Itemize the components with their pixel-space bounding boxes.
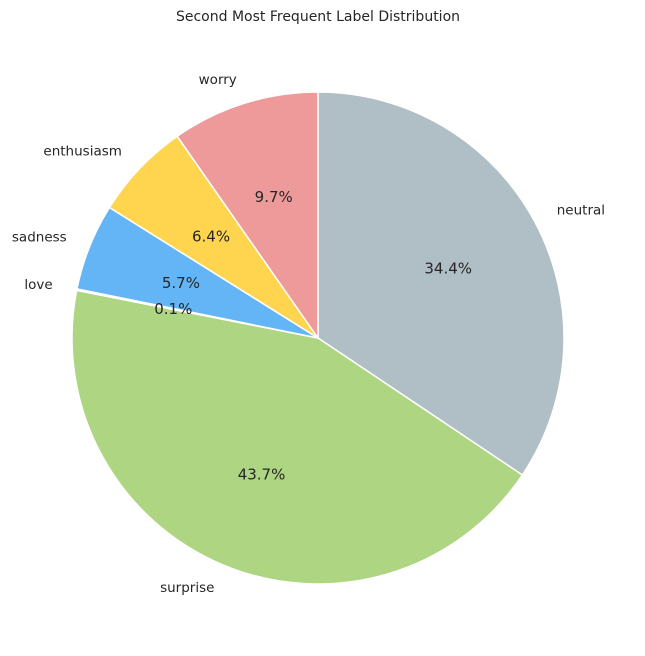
- slice-label-neutral: neutral: [557, 203, 605, 219]
- pie-slice-surprise: [71, 289, 524, 585]
- slice-label-enthusiasm: enthusiasm: [43, 144, 122, 160]
- pct-label-surprise: 43.7%: [238, 465, 286, 483]
- slice-label-worry: worry: [199, 72, 237, 88]
- pct-label-neutral: 34.4%: [424, 260, 472, 278]
- pie-labels: neutral 34.4% surprise 43.7% love 0.1% sadness…: [12, 72, 605, 596]
- slice-label-surprise: surprise: [160, 580, 214, 596]
- slice-label-love: love: [24, 277, 52, 293]
- pct-label-sadness: 5.7%: [162, 274, 200, 292]
- pie-slice-neutral: [317, 91, 565, 476]
- pie-wedges: [71, 91, 565, 585]
- slice-label-sadness: sadness: [12, 230, 67, 246]
- pct-label-love: 0.1%: [154, 300, 192, 318]
- pie-slice-worry: [176, 91, 319, 339]
- pct-label-worry: 9.7%: [255, 188, 293, 206]
- pct-label-enthusiasm: 6.4%: [192, 227, 230, 245]
- chart-title: Second Most Frequent Label Distribution: [176, 9, 460, 25]
